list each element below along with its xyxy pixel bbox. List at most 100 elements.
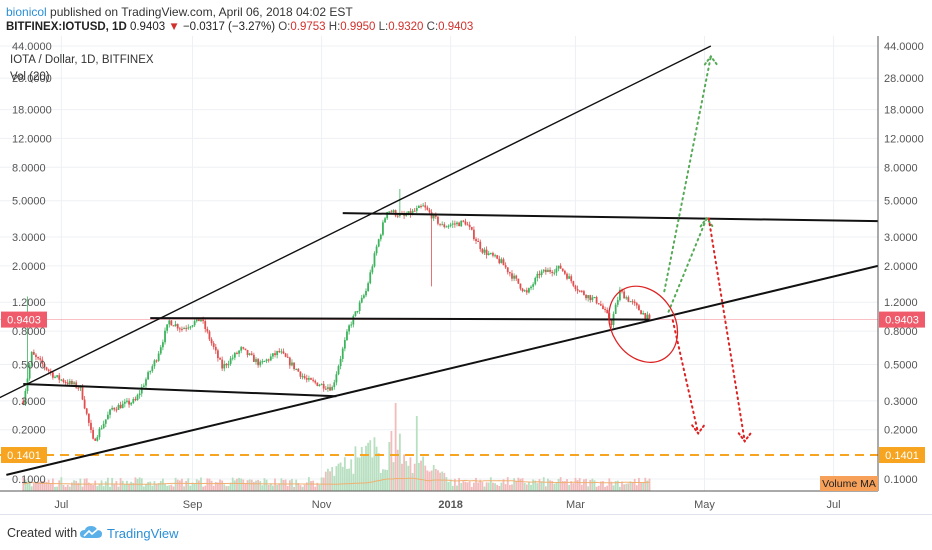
volume-bar: [477, 482, 480, 491]
candle: [250, 351, 253, 356]
candle-body: [104, 419, 107, 424]
candle: [229, 355, 232, 366]
x-tick-label: Nov: [312, 499, 332, 511]
candle-body: [597, 303, 600, 305]
volume-bar: [219, 479, 221, 491]
volume-bar: [90, 483, 92, 491]
candle: [322, 380, 325, 392]
volume-bar: [424, 465, 427, 491]
candle: [327, 384, 329, 392]
candle: [134, 396, 137, 402]
y-tick-label-left: 0.1000: [12, 474, 46, 486]
volume-bar: [473, 482, 475, 491]
candle-body: [202, 319, 205, 322]
candle: [178, 326, 181, 333]
candle-body: [282, 351, 285, 354]
volume-ma-label-box: [820, 476, 878, 491]
candle-body: [157, 353, 160, 361]
volume-bar: [635, 485, 638, 491]
candle-body: [51, 372, 54, 378]
y-tick-label-right: 0.3000: [884, 396, 918, 408]
volume-bar: [24, 479, 27, 491]
volume-bar: [47, 479, 50, 491]
candle-body: [327, 387, 329, 389]
y-tick-label-left: 1.2000: [12, 297, 46, 309]
candle: [574, 284, 577, 292]
candle-body: [354, 311, 357, 316]
price-chart[interactable]: 44.0000 44.0000 28.0000 28.0000 18.0000 18.00…: [0, 36, 932, 514]
candle: [508, 271, 511, 277]
volume-bar: [77, 482, 80, 491]
candle-body: [604, 308, 606, 310]
volume-bar: [534, 480, 537, 491]
candle: [238, 349, 240, 357]
candle-body: [578, 290, 581, 292]
candle-body: [35, 354, 37, 357]
candle: [217, 348, 219, 362]
candle: [604, 306, 606, 313]
candle-body: [356, 310, 359, 312]
y-tick-label-left: 0.5000: [12, 360, 46, 372]
candle-body: [532, 284, 535, 287]
close-value: 0.9403: [438, 21, 474, 33]
candle-body: [420, 206, 422, 208]
candle: [384, 216, 386, 223]
candle-body: [386, 212, 389, 219]
volume-bar: [570, 481, 573, 491]
symbol-label: BITFINEX:IOTUSD, 1D: [6, 21, 127, 33]
candle: [633, 299, 636, 306]
candle-body: [117, 404, 120, 410]
volume-bar: [94, 480, 97, 491]
axes: 44.0000 44.0000 28.0000 28.0000 18.0000 18.00…: [0, 36, 925, 511]
candle: [126, 398, 128, 404]
volume-bar: [104, 481, 107, 491]
candle-body: [142, 385, 145, 388]
open-value: 0.9753: [290, 21, 326, 33]
candle-body: [473, 229, 475, 240]
volume-bar: [578, 478, 581, 491]
candle: [570, 274, 573, 284]
volume-bar: [189, 485, 192, 491]
candle-body: [521, 288, 524, 292]
candle: [94, 437, 97, 442]
candle-body: [94, 438, 97, 441]
candle-body: [470, 227, 473, 230]
candle: [30, 351, 33, 367]
volume-bar: [263, 478, 266, 491]
candle: [625, 295, 628, 300]
candle-body: [492, 253, 494, 256]
candle-body: [602, 305, 604, 309]
volume-bar: [449, 479, 452, 491]
volume-bar: [523, 482, 526, 491]
volume-bar: [172, 486, 175, 491]
candle: [257, 357, 260, 368]
tradingview-cloud-icon[interactable]: [79, 524, 103, 540]
author-name[interactable]: bionicol: [6, 5, 47, 19]
candle: [360, 294, 363, 304]
candle-body: [200, 319, 202, 322]
candle-body: [176, 324, 179, 329]
volume-bar: [595, 486, 598, 491]
candle-body: [426, 207, 429, 210]
tradingview-brand[interactable]: TradingView: [107, 526, 179, 541]
y-tick-label-left: 0.8000: [12, 326, 46, 338]
x-tick-label: May: [694, 499, 715, 511]
volume-bar: [51, 478, 54, 491]
candle-body: [456, 222, 458, 225]
candle: [566, 272, 568, 281]
volume-bar: [252, 481, 255, 491]
candle: [354, 311, 357, 317]
candle: [583, 289, 585, 296]
last-price: 0.9403: [129, 21, 166, 33]
volume-bar: [242, 479, 245, 491]
candle-body: [551, 271, 554, 274]
volume-bar: [113, 484, 116, 491]
volume-bar: [445, 477, 448, 491]
volume-bar: [259, 481, 262, 491]
volume-bar: [145, 484, 147, 491]
y-tick-label-right: 8.0000: [884, 162, 918, 174]
candle: [631, 299, 634, 305]
candle: [22, 397, 25, 406]
candle-body: [458, 222, 460, 227]
volume-bar: [168, 485, 171, 491]
